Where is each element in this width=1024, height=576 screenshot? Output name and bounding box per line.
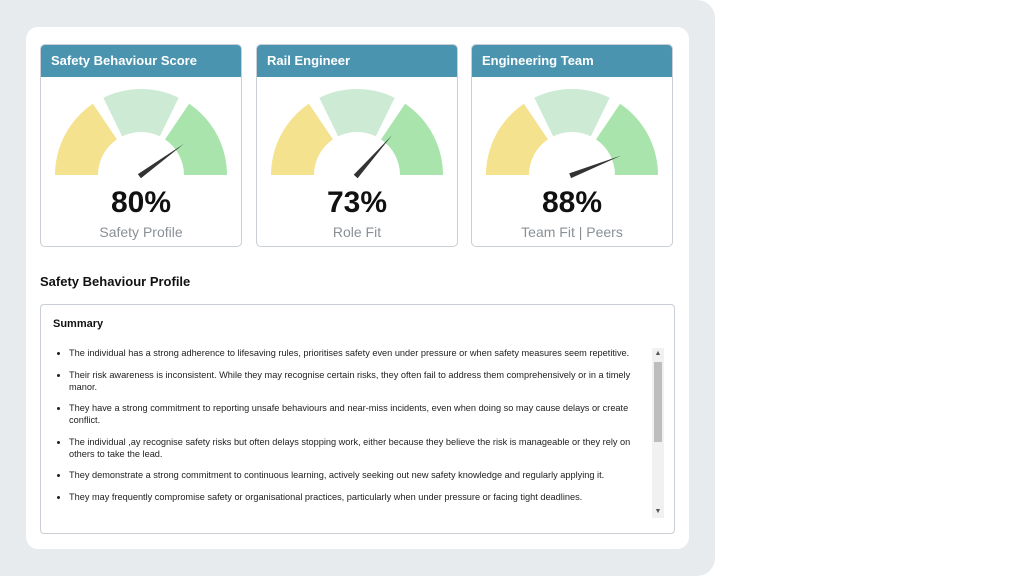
gauge-mid-segment [319,89,395,137]
scroll-down-icon[interactable]: ▼ [654,508,662,515]
score-card-role: Rail Engineer 73% Role Fit [256,44,458,247]
gauge-high-segment [165,103,227,175]
card-title: Rail Engineer [257,45,457,77]
gauge-safety [55,89,227,179]
gauge-low-segment [486,103,548,175]
score-percent: 88% [541,186,603,219]
summary-item: They demonstrate a strong commitment to … [69,469,647,481]
summary-scrollbar[interactable]: ▲ ▼ [652,348,664,518]
score-card-safety: Safety Behaviour Score 80% Safety Profil… [40,44,242,247]
gauge-needle [569,155,622,179]
gauge-low-segment [55,103,117,175]
summary-list: The individual has a strong adherence to… [53,347,647,523]
score-percent: 73% [326,186,388,219]
summary-item: The individual ,ay recognise safety risk… [69,436,647,460]
gauge-low-segment [271,103,333,175]
scroll-up-icon[interactable]: ▲ [654,350,662,357]
card-title: Safety Behaviour Score [41,45,241,77]
app-frame: Safety Behaviour Score 80% Safety Profil… [0,0,715,576]
gauge-needle [353,135,393,179]
summary-item: Their risk awareness is inconsistent. Wh… [69,369,647,393]
summary-item: They may frequently compromise safety or… [69,491,647,503]
gauge-mid-segment [103,89,179,137]
summary-title: Summary [53,318,104,330]
report-panel: Safety Behaviour Score 80% Safety Profil… [26,27,689,549]
gauge-high-segment [596,103,658,175]
summary-item: The individual has a strong adherence to… [69,347,647,359]
section-title: Safety Behaviour Profile [40,274,191,289]
score-subtitle: Team Fit | Peers [521,224,623,240]
summary-box[interactable]: Summary The individual has a strong adhe… [40,304,675,534]
score-subtitle: Role Fit [332,224,382,240]
score-percent: 80% [110,186,172,219]
gauge-high-segment [381,103,443,175]
gauge-needle [137,143,184,179]
score-card-team: Engineering Team 88% Team Fit | Peers [471,44,673,247]
score-subtitle: Safety Profile [99,224,183,240]
summary-item: They have a strong commitment to reporti… [69,402,647,426]
scroll-thumb[interactable] [654,362,662,442]
gauge-mid-segment [534,89,610,137]
card-title: Engineering Team [472,45,672,77]
gauge-role [271,89,443,179]
gauge-team [486,89,658,179]
